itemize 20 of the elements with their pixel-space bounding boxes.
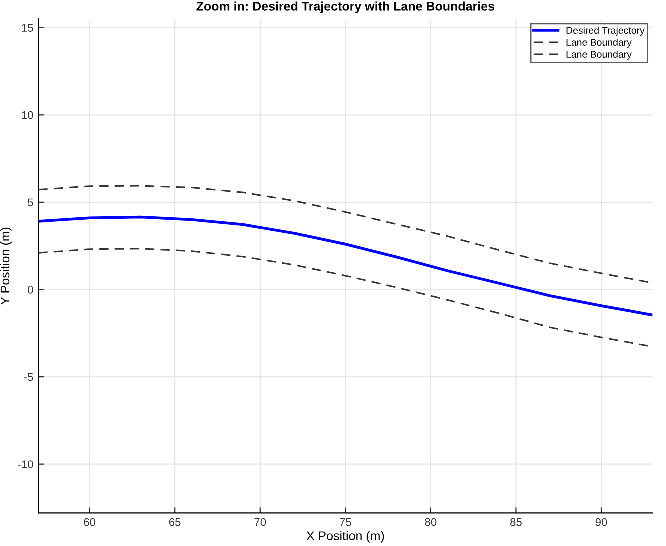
x-tick-label: 85 — [510, 518, 522, 526]
legend-label: Lane Boundary — [566, 50, 632, 60]
y-tick-label: 15 — [22, 24, 34, 32]
x-tick-label: 80 — [425, 518, 437, 526]
x-tick-label: 70 — [254, 518, 266, 526]
y-tick-label: 0 — [28, 286, 34, 294]
y-tick-label: -10 — [18, 460, 34, 468]
y-tick-label: 10 — [22, 111, 34, 120]
legend-label: Desired Trajectory — [566, 26, 645, 36]
y-tick-label: -5 — [24, 373, 34, 382]
chart-title: Zoom in: Desired Trajectory with Lane Boundaries — [196, 2, 494, 14]
x-tick-label: 75 — [340, 518, 352, 526]
legend-label: Lane Boundary — [566, 38, 632, 48]
x-tick-label: 60 — [84, 518, 96, 526]
y-axis-title: Y Position (m) — [0, 228, 12, 306]
y-tick-label: 5 — [28, 198, 34, 207]
x-tick-label: 65 — [169, 518, 181, 526]
x-axis-title: X Position (m) — [306, 531, 384, 543]
line-series — [38, 216, 653, 317]
x-tick-label: 90 — [596, 518, 608, 526]
